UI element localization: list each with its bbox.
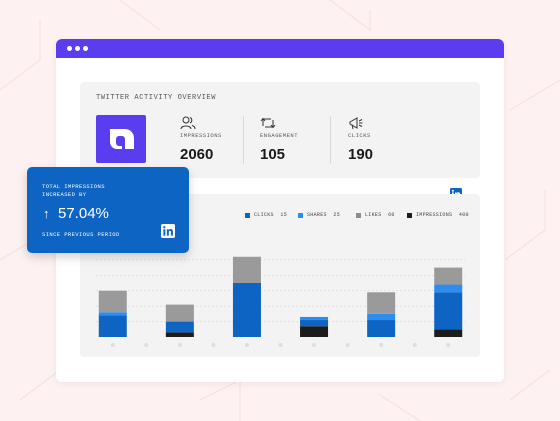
popup-title-line1: TOTAL IMPRESSIONS bbox=[42, 183, 105, 190]
legend-swatch bbox=[407, 213, 412, 218]
bar-segment-shares[interactable] bbox=[98, 312, 127, 316]
bar-segment-clicks[interactable] bbox=[434, 292, 463, 330]
bar-segment-clicks[interactable] bbox=[98, 315, 127, 337]
bar-segment-likes[interactable] bbox=[98, 290, 127, 313]
bar-segment-shares[interactable] bbox=[300, 316, 329, 321]
bar-segment-impressions[interactable] bbox=[165, 332, 194, 337]
bar-segment-impressions[interactable] bbox=[434, 329, 463, 337]
x-tick-dot bbox=[244, 343, 249, 347]
legend-label: CLICKS 15 bbox=[254, 212, 288, 218]
window-titlebar bbox=[56, 39, 504, 58]
bar-segment-likes[interactable] bbox=[232, 256, 261, 283]
stacked-bar-chart bbox=[96, 256, 465, 347]
x-tick-dot bbox=[211, 343, 216, 347]
bar-segment-clicks[interactable] bbox=[165, 321, 194, 333]
x-tick-dot bbox=[278, 343, 283, 347]
megaphone-icon bbox=[349, 117, 363, 130]
stat-divider bbox=[330, 116, 331, 164]
stat-divider bbox=[243, 116, 244, 164]
stat-label: ENGAGEMENT bbox=[260, 132, 299, 139]
x-tick-dot bbox=[177, 343, 182, 347]
popup-title-line2: INCREASED BY bbox=[42, 191, 87, 198]
popup-percentage: 57.04% bbox=[58, 205, 109, 222]
x-tick-dot bbox=[312, 343, 317, 347]
legend-label: SHARES 25 bbox=[307, 212, 341, 218]
retweet-icon bbox=[260, 117, 276, 129]
stat-label: IMPRESSIONS bbox=[180, 132, 222, 139]
overview-card: TWITTER ACTIVITY OVERVIEW IMPRESSIONS 20… bbox=[80, 82, 480, 200]
dashboard-window: TWITTER ACTIVITY OVERVIEW IMPRESSIONS 20… bbox=[56, 39, 504, 382]
stat-value: 190 bbox=[348, 146, 374, 163]
legend-swatch bbox=[356, 213, 361, 218]
legend-label: LIKES 60 bbox=[365, 212, 395, 218]
window-dot[interactable] bbox=[67, 46, 72, 51]
bar-segment-clicks[interactable] bbox=[367, 320, 396, 337]
bar-segment-shares[interactable] bbox=[434, 284, 463, 293]
bar-segment-shares[interactable] bbox=[367, 313, 396, 321]
brand-logo-icon bbox=[110, 129, 134, 149]
impressions-growth-popup: TOTAL IMPRESSIONS INCREASED BY ↑ 57.04% … bbox=[27, 167, 189, 253]
x-tick-dot bbox=[379, 343, 384, 347]
bar-segment-clicks[interactable] bbox=[300, 320, 329, 327]
window-dot[interactable] bbox=[83, 46, 88, 51]
x-tick-dot bbox=[412, 343, 417, 347]
stat-value: 2060 bbox=[180, 146, 214, 163]
x-tick-dot bbox=[446, 343, 451, 347]
arrow-up-icon: ↑ bbox=[43, 206, 50, 221]
x-tick-dot bbox=[144, 343, 149, 347]
x-tick-dot bbox=[110, 343, 115, 347]
x-tick-dot bbox=[345, 343, 350, 347]
window-dot[interactable] bbox=[75, 46, 80, 51]
legend-swatch bbox=[298, 213, 303, 218]
bar-segment-impressions[interactable] bbox=[300, 326, 329, 337]
legend-swatch bbox=[245, 213, 250, 218]
bar-segment-likes[interactable] bbox=[165, 304, 194, 322]
linkedin-icon[interactable] bbox=[161, 224, 175, 238]
brand-logo bbox=[96, 115, 146, 163]
bar-segment-likes[interactable] bbox=[367, 292, 396, 314]
stat-label: CLICKS bbox=[348, 132, 371, 139]
legend-label: IMPRESSIONS 400 bbox=[416, 212, 469, 218]
bar-segment-likes[interactable] bbox=[434, 267, 463, 285]
overview-title: TWITTER ACTIVITY OVERVIEW bbox=[96, 94, 217, 102]
popup-since-label: SINCE PREVIOUS PERIOD bbox=[42, 231, 120, 238]
stat-value: 105 bbox=[260, 146, 286, 163]
users-icon bbox=[180, 116, 196, 130]
bar-segment-clicks[interactable] bbox=[232, 283, 261, 337]
